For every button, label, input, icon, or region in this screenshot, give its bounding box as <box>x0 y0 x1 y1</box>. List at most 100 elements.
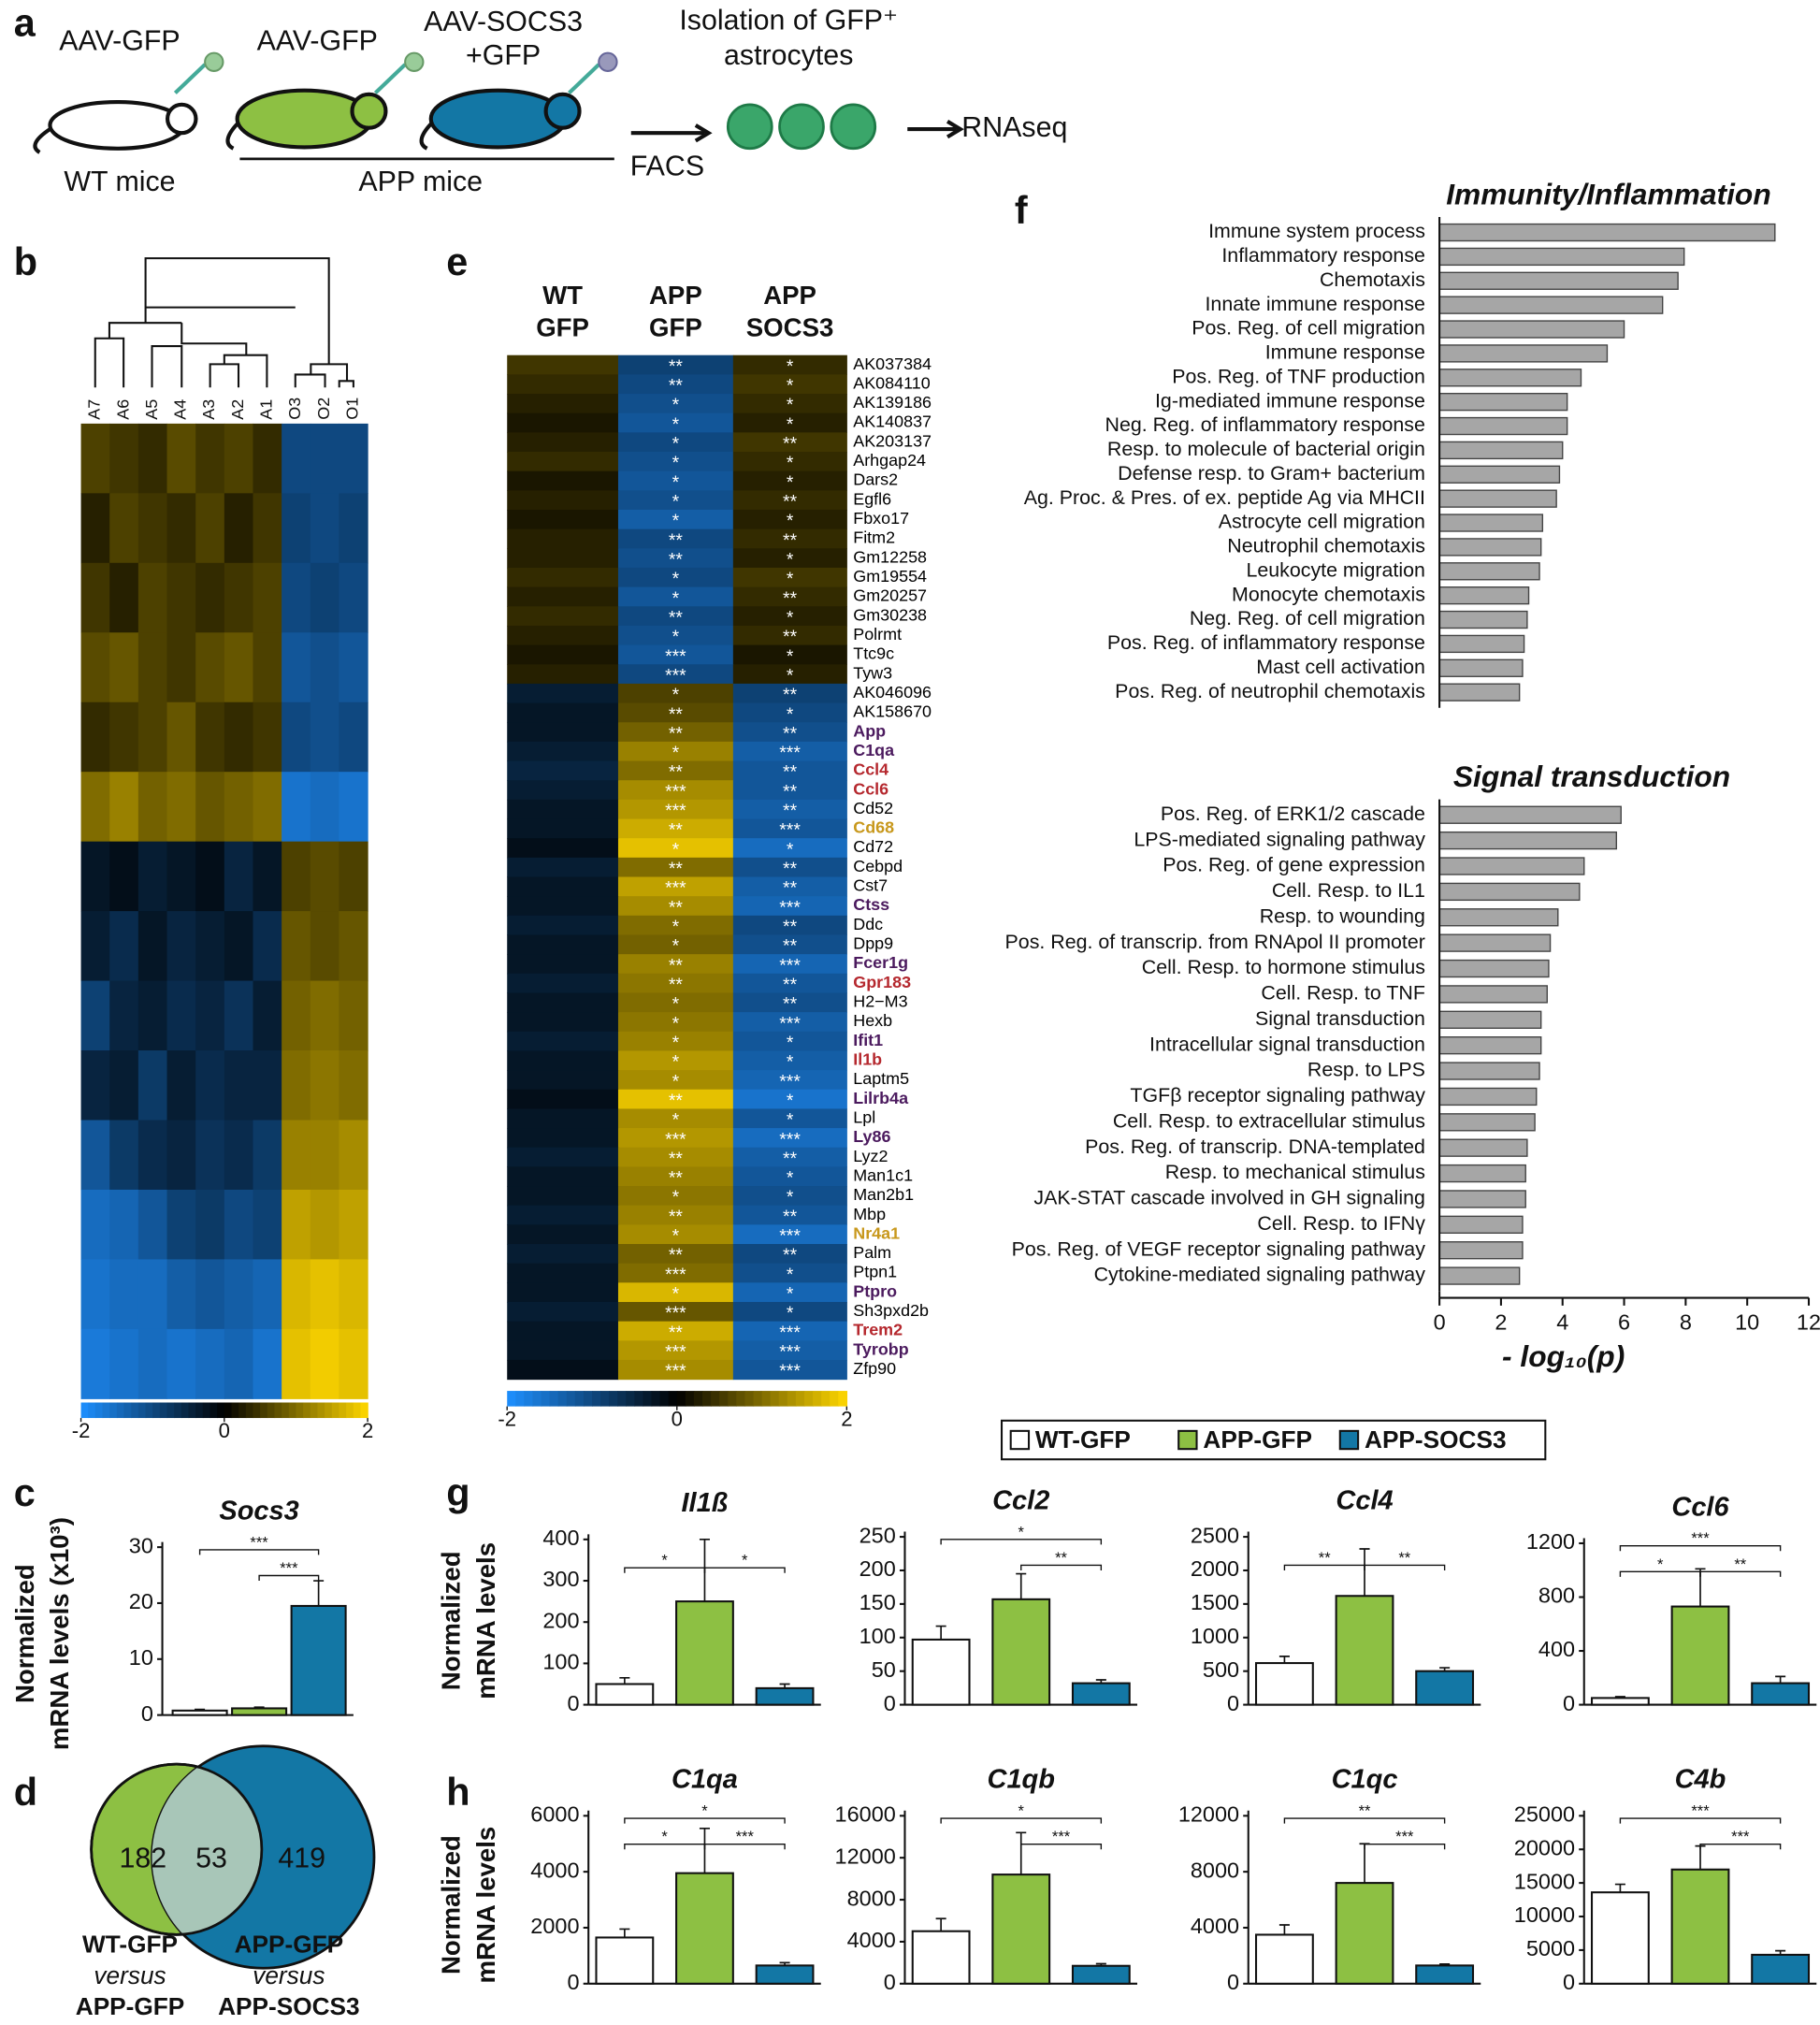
legend-label: APP-SOCS3 <box>1365 1425 1507 1454</box>
error-bar <box>1016 1572 1027 1599</box>
heatmap-cell <box>507 1359 619 1381</box>
gene-label: Il1b <box>853 1049 882 1068</box>
heatmap-cell <box>507 702 619 723</box>
y-tick-label: 200 <box>859 1556 896 1581</box>
significance-stars: ** <box>783 937 798 957</box>
category-label: Signal transduction <box>1255 1007 1425 1030</box>
colorbar-step <box>744 1391 755 1407</box>
y-tick-label: 0 <box>567 1691 579 1715</box>
colorbar-step <box>245 1402 254 1419</box>
heatmap-cell <box>507 1147 619 1167</box>
rnaseq-label: RNAseq <box>961 112 1067 143</box>
heatmap-cell <box>195 841 225 912</box>
heatmap-cell <box>80 841 110 912</box>
heatmap-cell <box>507 1301 619 1323</box>
heatmap-cell <box>109 772 139 843</box>
heatmap-cell <box>137 1328 168 1399</box>
heatmap-cell <box>80 1189 110 1260</box>
significance-bracket <box>703 1844 786 1850</box>
colorbar-step <box>838 1391 848 1407</box>
venn-outline <box>90 1762 264 1936</box>
error-bar <box>1095 1679 1106 1684</box>
significance-label: ** <box>1734 1555 1746 1573</box>
significance-label: * <box>1018 1523 1025 1540</box>
gene-label: Fbxo17 <box>853 509 909 528</box>
heatmap-cell <box>617 1282 734 1303</box>
y-tick-label: 1500 <box>1191 1590 1239 1614</box>
heatmap-cell <box>195 772 225 843</box>
bar <box>1438 882 1581 902</box>
heatmap-cell <box>732 412 847 433</box>
significance-stars: ** <box>669 1150 684 1169</box>
heatmap-cell <box>253 911 282 982</box>
colorbar-step <box>693 1391 703 1407</box>
heatmap-cell <box>617 664 734 685</box>
significance-label: *** <box>1731 1828 1750 1845</box>
bar <box>1438 271 1679 290</box>
significance-stars: * <box>787 1111 794 1131</box>
colorbar-step <box>274 1402 282 1419</box>
colorbar-step <box>668 1391 678 1407</box>
column-label: O1 <box>342 398 361 420</box>
error-bar <box>1359 1843 1370 1884</box>
bar <box>1438 1190 1526 1208</box>
significance-stars: * <box>787 415 794 435</box>
heatmap-cell <box>732 1224 847 1245</box>
heatmap-cell <box>310 632 339 703</box>
gene-label: Cebpd <box>853 857 903 875</box>
colorbar-step <box>116 1402 125 1419</box>
heatmap-cell <box>732 1108 847 1129</box>
heatmap-cell <box>339 1189 368 1260</box>
significance-label: *** <box>1395 1828 1414 1845</box>
y-tick-label: 12000 <box>835 1844 896 1868</box>
bar <box>991 1873 1051 1985</box>
significance-stars: * <box>787 647 794 667</box>
heatmap-cell <box>109 1189 139 1260</box>
bar <box>1438 562 1540 581</box>
gene-label: Dpp9 <box>853 934 893 953</box>
gene-label: Mbp <box>853 1205 886 1223</box>
panel-label: f <box>1015 189 1028 232</box>
y-tick-label: 100 <box>542 1650 579 1674</box>
bar <box>171 1709 228 1716</box>
y-tick-label: 1000 <box>1191 1624 1239 1648</box>
heatmap-cell <box>224 1050 254 1121</box>
category-label: Pos. Reg. of inflammatory response <box>1107 631 1425 654</box>
heatmap-cell <box>617 1321 734 1341</box>
heatmap-cell <box>109 1050 139 1121</box>
heatmap-cell <box>507 1089 619 1109</box>
colorbar-step <box>217 1402 225 1419</box>
column-label: A5 <box>142 399 161 420</box>
heatmap-cell <box>282 1259 311 1330</box>
heatmap-cell <box>109 980 139 1051</box>
heatmap-cell <box>617 354 734 375</box>
significance-stars: ** <box>669 724 684 744</box>
category-label: Inflammatory response <box>1221 244 1425 267</box>
significance-stars: ** <box>783 628 798 647</box>
y-tick-label: 30 <box>129 1533 153 1557</box>
bar <box>1438 223 1776 242</box>
venn-label: APP-GFP <box>235 1931 344 1959</box>
heatmap-cell <box>339 1259 368 1330</box>
heatmap-cell <box>310 1120 339 1191</box>
gene-label: Nr4a1 <box>853 1223 900 1242</box>
heatmap-cell <box>732 509 847 530</box>
colorbar-step <box>202 1402 211 1419</box>
y-axis-label: mRNA levels (x10³) <box>45 1517 74 1750</box>
dendrogram <box>94 257 354 388</box>
bar <box>1438 513 1544 532</box>
heatmap-cell <box>617 374 734 395</box>
category-label: Pos. Reg. of transcrip. from RNApol II p… <box>1005 931 1425 953</box>
colorbar-step <box>159 1402 168 1419</box>
colorbar-step <box>288 1402 297 1419</box>
significance-bracket <box>258 1574 320 1582</box>
heatmap-cell <box>224 1259 254 1330</box>
y-tick-label: 0 <box>1563 1691 1575 1715</box>
significance-stars: * <box>787 512 794 531</box>
heatmap-cell <box>339 493 368 564</box>
heatmap-cell <box>282 423 311 494</box>
x-tick-label: 6 <box>1618 1309 1630 1334</box>
colorbar-step <box>253 1402 261 1419</box>
column-label: WT <box>542 281 583 310</box>
significance-label: * <box>661 1828 668 1845</box>
